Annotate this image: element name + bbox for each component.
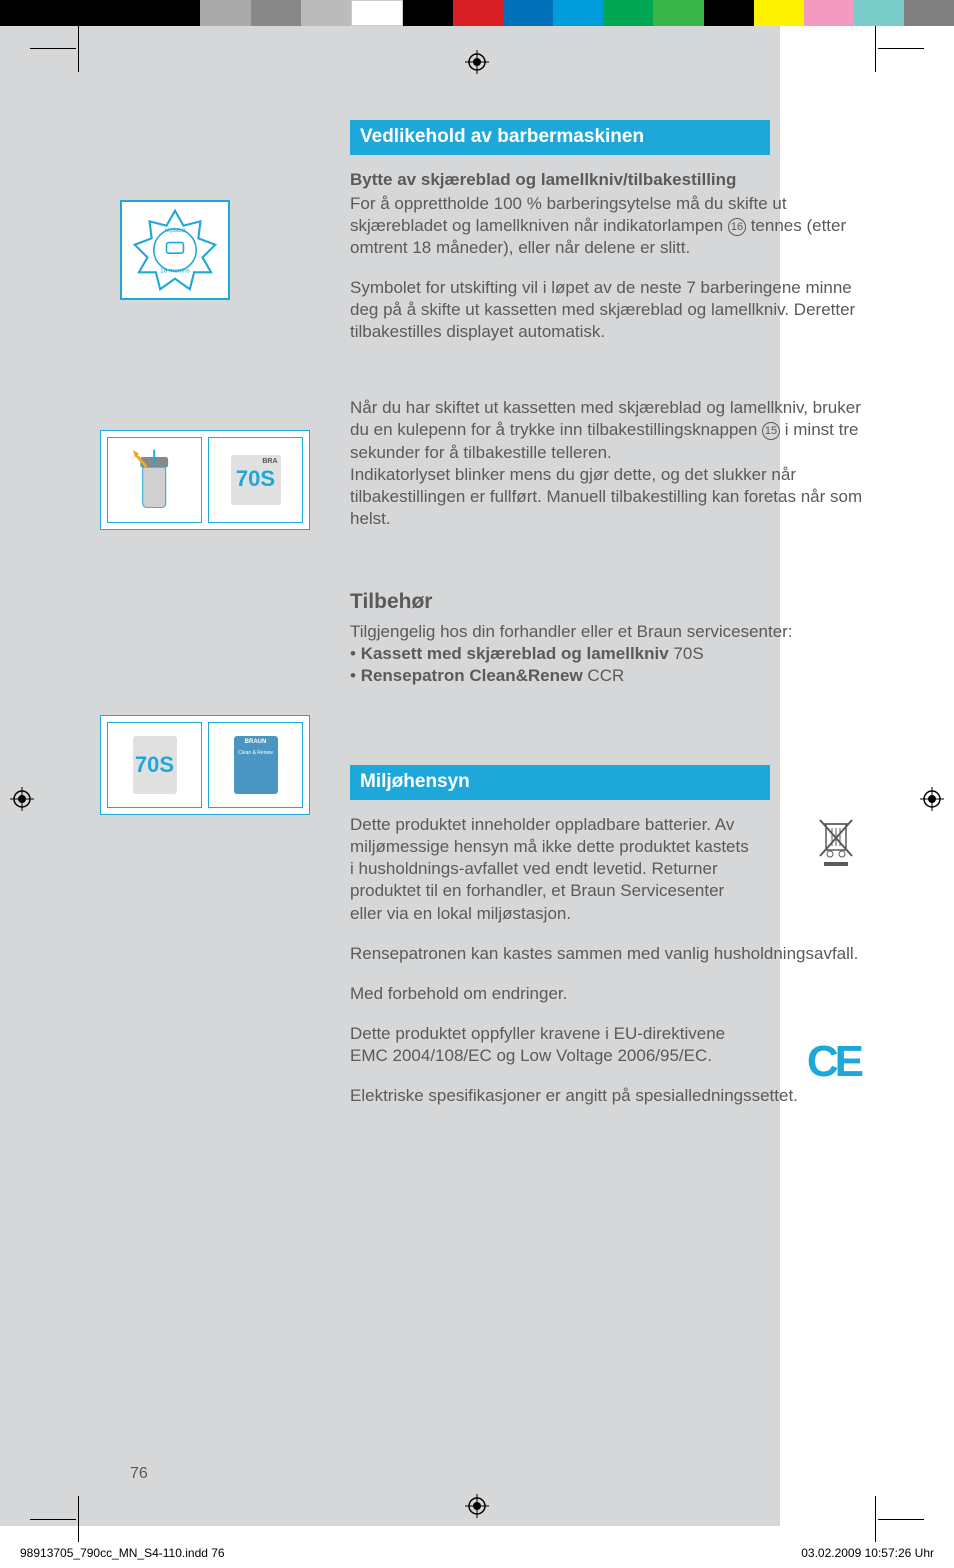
crop-mark — [875, 26, 876, 72]
indicator-number-icon: 15 — [762, 422, 780, 440]
registration-mark-icon — [465, 1494, 489, 1518]
paragraph: Dette produktet oppfyller kravene i EU-d… — [350, 1023, 730, 1067]
crop-mark — [78, 1496, 79, 1542]
paragraph: Elektriske spesifikasjoner er angitt på … — [350, 1085, 870, 1107]
svg-text:18 months: 18 months — [160, 267, 190, 274]
heading-accessories: Tilbehør — [350, 588, 870, 615]
accessory-clean-renew: Clean & Renew — [208, 722, 303, 808]
label-70s: 70S — [236, 466, 275, 492]
footer-timestamp: 03.02.2009 10:57:26 Uhr — [801, 1546, 934, 1560]
crop-mark — [878, 48, 924, 49]
crop-mark — [878, 1519, 924, 1520]
figure-accessories: 70S Clean & Renew — [100, 715, 310, 815]
subheading-replace: Bytte av skjæreblad og lamellkniv/tilbak… — [350, 169, 870, 191]
paragraph: Symbolet for utskifting vil i løpet av d… — [350, 277, 870, 343]
registration-mark-icon — [10, 787, 34, 811]
page-number: 76 — [130, 1465, 148, 1483]
paragraph: Rensepatronen kan kastes sammen med vanl… — [350, 943, 870, 965]
footer-filename: 98913705_790cc_MN_S4-110.indd 76 — [20, 1546, 225, 1560]
paragraph: Dette produktet inneholder oppladbare ba… — [350, 814, 750, 924]
weee-bin-icon — [812, 814, 860, 876]
section-heading-environment: Miljøhensyn — [350, 765, 770, 800]
label-70s: 70S — [135, 752, 174, 778]
content-column: Vedlikehold av barbermaskinen Bytte av s… — [350, 120, 870, 1125]
section-heading-maintenance: Vedlikehold av barbermaskinen — [350, 120, 770, 155]
registration-mark-icon — [920, 787, 944, 811]
svg-text:replace: replace — [165, 227, 186, 234]
paragraph: Med forbehold om endringer. — [350, 983, 870, 1005]
indicator-number-icon: 16 — [728, 218, 746, 236]
cassette-70s-box: BRA 70S — [208, 437, 303, 523]
reset-shaver-diagram — [107, 437, 202, 523]
color-calibration-bar — [0, 0, 954, 26]
crop-mark — [78, 26, 79, 72]
list-item: Rensepatron Clean&Renew CCR — [350, 665, 870, 687]
paragraph: Når du har skiftet ut kassetten med skjæ… — [350, 397, 870, 530]
list-item: Kassett med skjæreblad og lamellkniv 70S — [350, 643, 870, 665]
registration-mark-icon — [465, 50, 489, 74]
figure-reset: BRA 70S — [100, 430, 310, 530]
ce-mark-icon: CE — [807, 1033, 860, 1090]
accessory-list: Kassett med skjæreblad og lamellkniv 70S… — [350, 643, 870, 687]
crop-mark — [30, 1519, 76, 1520]
figure-replace-badge: replace 18 months — [120, 200, 230, 300]
accessory-cassette: 70S — [107, 722, 202, 808]
print-footer: 98913705_790cc_MN_S4-110.indd 76 03.02.2… — [20, 1546, 934, 1560]
crop-mark — [30, 48, 76, 49]
crop-mark — [875, 1496, 876, 1542]
paragraph: Tilgjengelig hos din forhandler eller et… — [350, 621, 870, 643]
paragraph: For å opprettholde 100 % barberingsytels… — [350, 193, 870, 259]
